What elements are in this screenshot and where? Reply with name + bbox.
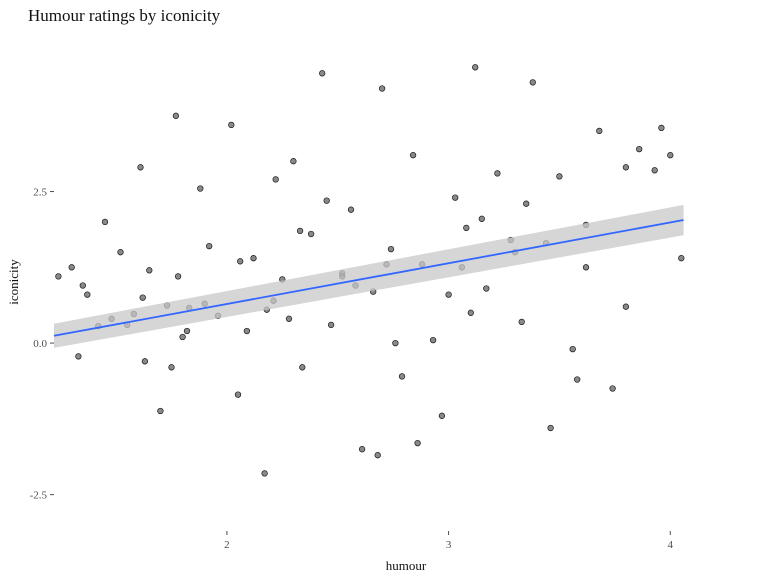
data-point bbox=[622, 303, 630, 310]
data-point bbox=[387, 245, 395, 253]
data-point bbox=[467, 309, 474, 316]
y-tick-label: -2.5 bbox=[30, 490, 48, 502]
data-point bbox=[243, 327, 251, 335]
data-point bbox=[556, 173, 563, 180]
x-tick-label: 2 bbox=[224, 539, 230, 551]
data-point bbox=[445, 291, 452, 298]
x-axis-label: humour bbox=[386, 558, 427, 573]
data-point bbox=[478, 215, 485, 222]
data-point bbox=[174, 273, 182, 280]
data-point bbox=[452, 194, 459, 201]
data-point bbox=[472, 64, 479, 71]
y-tick-label: 2.5 bbox=[33, 187, 47, 199]
data-point bbox=[323, 197, 330, 204]
data-point bbox=[651, 167, 658, 174]
regression-line bbox=[53, 219, 684, 337]
data-point bbox=[250, 255, 257, 262]
data-point bbox=[622, 164, 630, 171]
data-point bbox=[197, 185, 204, 192]
data-point bbox=[327, 321, 335, 329]
data-point bbox=[658, 124, 665, 132]
data-point bbox=[307, 230, 315, 238]
data-point bbox=[234, 391, 242, 398]
data-point bbox=[378, 85, 386, 92]
data-point bbox=[179, 333, 186, 341]
axes: 2 3 4 2.5 0.0 -2.5 bbox=[30, 187, 674, 551]
plot-area bbox=[53, 64, 685, 477]
data-point bbox=[374, 452, 381, 459]
data-point bbox=[55, 273, 62, 280]
data-point bbox=[285, 315, 293, 322]
data-point bbox=[463, 224, 470, 232]
data-point bbox=[429, 336, 437, 344]
data-point bbox=[398, 373, 406, 380]
data-point bbox=[146, 267, 153, 274]
data-point bbox=[75, 353, 82, 360]
data-point bbox=[117, 249, 124, 256]
data-point bbox=[157, 407, 164, 415]
data-point bbox=[609, 385, 616, 392]
data-point bbox=[392, 339, 399, 347]
data-point bbox=[237, 258, 244, 265]
data-point bbox=[101, 218, 109, 226]
data-point bbox=[272, 176, 279, 183]
data-point bbox=[228, 121, 235, 129]
data-point bbox=[667, 152, 674, 159]
data-point bbox=[84, 291, 91, 298]
x-tick-label: 3 bbox=[446, 539, 452, 551]
y-tick-label: 0.0 bbox=[33, 338, 47, 350]
data-point bbox=[261, 470, 268, 477]
data-point bbox=[596, 127, 603, 135]
data-point bbox=[414, 439, 421, 447]
data-point bbox=[358, 446, 366, 453]
data-point bbox=[523, 200, 530, 207]
data-point bbox=[636, 145, 643, 153]
data-point bbox=[547, 424, 554, 432]
data-point bbox=[172, 112, 180, 119]
data-point bbox=[206, 242, 213, 250]
chart-title: Humour ratings by iconicity bbox=[28, 6, 221, 25]
data-point bbox=[494, 170, 501, 177]
data-point bbox=[183, 327, 191, 335]
y-axis-label: iconicity bbox=[6, 259, 21, 305]
data-point bbox=[582, 264, 590, 271]
data-point bbox=[529, 79, 536, 86]
data-point bbox=[299, 364, 306, 371]
data-point bbox=[79, 282, 86, 289]
data-point bbox=[290, 158, 297, 165]
data-point bbox=[296, 227, 304, 235]
data-point bbox=[569, 345, 576, 353]
data-point bbox=[68, 264, 75, 271]
data-point bbox=[141, 358, 149, 365]
data-point bbox=[137, 164, 144, 171]
data-point bbox=[678, 255, 685, 262]
data-point bbox=[168, 364, 175, 371]
data-point bbox=[483, 285, 490, 292]
data-point bbox=[518, 318, 525, 326]
data-point bbox=[347, 206, 355, 213]
confidence-band bbox=[54, 204, 684, 348]
data-point bbox=[438, 412, 446, 419]
x-tick-label: 4 bbox=[668, 539, 674, 551]
data-point bbox=[574, 376, 581, 383]
data-point bbox=[409, 152, 417, 159]
data-point bbox=[319, 70, 326, 77]
data-point bbox=[139, 294, 146, 301]
